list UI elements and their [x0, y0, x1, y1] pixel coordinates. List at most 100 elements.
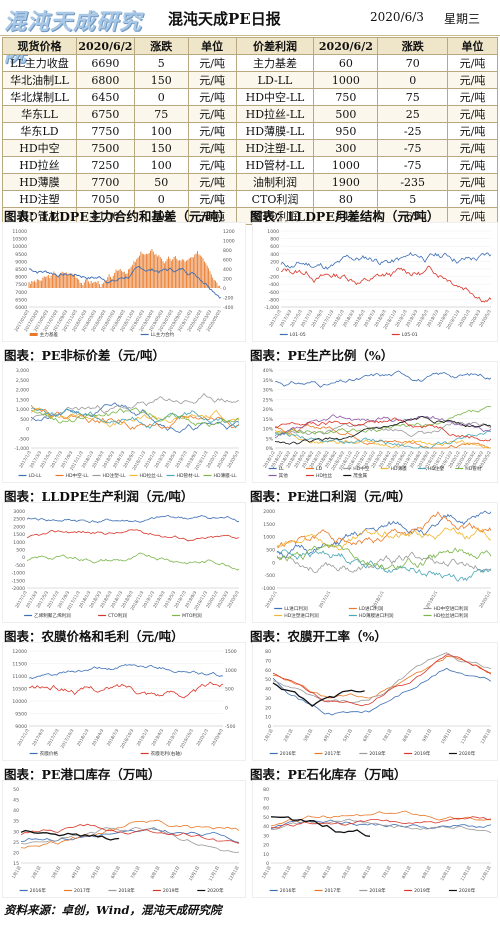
table-cell: 1000 — [313, 156, 379, 174]
x-tick-label: 2018/4/3 — [91, 728, 105, 747]
table-cell: 80 — [313, 190, 379, 208]
y-tick-label: 10 — [265, 715, 271, 721]
table-cell: HD中空-LL — [235, 88, 315, 106]
chart-title-import-profit: 图表：PE进口利润（元/吨） — [250, 489, 411, 504]
table-cell: HD拉丝 — [2, 156, 77, 174]
table-cell: 0 — [377, 71, 449, 89]
series-line — [272, 655, 492, 699]
legend-label: HD注塑进口利润 — [284, 612, 319, 619]
chart-title-nonstandard-spread: 图表：PE非标价差（元/吨） — [4, 348, 165, 363]
chart-lldpe-basis: 11000 10500 10000 9500 9000 8500 8000 7500 7000 6… — [2, 222, 246, 342]
x-tick-label: 10月1日 — [439, 865, 452, 882]
y2-tick-label: 1000 — [223, 239, 235, 245]
y-tick-label: -500 — [15, 563, 26, 569]
table-cell: MTO利润 — [235, 207, 315, 225]
table-cell: 元/吨 — [187, 190, 237, 208]
series-line — [270, 810, 492, 827]
table-cell: HD中空 — [2, 139, 77, 157]
x-tick-label: 11月1日 — [459, 865, 472, 882]
legend-label: 其他 — [279, 472, 289, 479]
x-tick-label: 4月1日 — [321, 865, 333, 880]
report-header: 混沌天成研究院 混沌天成PE日报 2020/6/3 星期三 — [0, 0, 500, 67]
y-tick-label: 800 — [270, 237, 279, 243]
y-tick-label: 1,000 — [16, 407, 29, 413]
y-tick-label: 1000 — [13, 540, 25, 546]
table-cell: HD薄膜-LL — [235, 122, 315, 140]
y-tick-label: 0 — [276, 267, 279, 273]
x-tick-label: 2019/4/3 — [150, 728, 164, 747]
y-tick-label: 3000 — [13, 509, 25, 515]
table-cell: 华北油制LL — [2, 71, 77, 89]
series-line — [276, 511, 492, 549]
column-header: 单位 — [187, 37, 237, 55]
y2-tick-label: 500 — [225, 687, 234, 693]
x-tick-label: 7月1日 — [381, 865, 393, 880]
legend-label: LD-LL — [29, 473, 42, 479]
x-tick-label: 4月1日 — [70, 865, 82, 880]
legend-label: LD进口利润 — [359, 605, 384, 612]
y-tick-label: 40 — [263, 824, 269, 830]
table-cell: 元/吨 — [187, 88, 237, 106]
table-cell: 750 — [313, 88, 379, 106]
chart-petrochem-inventory: 80 70 60 50 40 30 20 10 0 1月1日 2月1日 3月1日 4月1日 5月1日 6月1… — [252, 780, 498, 898]
y-tick-label: 2000 — [263, 509, 275, 515]
y-tick-label: 45 — [13, 798, 19, 804]
chart-title-production-ratio: 图表：PE生产比例（%） — [250, 348, 394, 363]
y-tick-label: -200 — [269, 275, 280, 281]
x-tick-label: 4月1日 — [322, 728, 334, 743]
table-row: 华东LL 6750 75 元/吨 HD拉丝-LL 500 25 元/吨 — [2, 105, 498, 123]
table-cell: 元/吨 — [447, 173, 498, 191]
table-cell: 25 — [377, 105, 449, 123]
x-tick-label: 2018/1/1 — [371, 590, 385, 609]
table-cell: 75 — [133, 105, 189, 123]
legend-label: HD拉丝-LL — [140, 472, 163, 479]
table-cell: 主力基差 — [235, 54, 315, 72]
report-title: 混沌天成PE日报 — [168, 10, 281, 28]
x-tick-label: 2017/10/3 — [60, 728, 75, 749]
x-tick-label: 6月1日 — [110, 865, 122, 880]
y-tick-label: 12000 — [12, 649, 27, 655]
legend-label: 主力基差 — [40, 331, 59, 338]
y-tick-label: 80 — [265, 649, 271, 655]
x-tick-label: 6月1日 — [361, 865, 373, 880]
y2-tick-label: -500 — [225, 724, 236, 730]
table-cell: 70 — [377, 54, 449, 72]
x-tick-label: 2019/1/1 — [425, 590, 439, 609]
x-tick-label: 2017/1/1 — [318, 590, 332, 609]
x-tick-label: 1月1日 — [263, 728, 275, 743]
y-tick-label: 25% — [263, 397, 274, 403]
y-tick-label: 10500 — [12, 687, 27, 693]
series-line — [30, 407, 240, 428]
y-tick-label: 10000 — [12, 244, 27, 250]
x-tick-label: 1月1日 — [261, 865, 273, 880]
legend-label: 2016年 — [30, 887, 47, 894]
table-cell: 6750 — [75, 105, 135, 123]
table-cell: HD薄膜 — [2, 173, 77, 191]
y-tick-label: 6000 — [15, 305, 27, 311]
series-line — [272, 682, 365, 707]
legend-label: HD中空进口利润 — [434, 605, 469, 612]
table-row: HD管材 8100 100 元/吨 MTO利润 845 65 元/吨 — [2, 207, 498, 225]
table-cell: 5 — [377, 190, 449, 208]
company-logo: 混沌天成研究院 — [4, 9, 143, 67]
price-table: 现货价格 2020/6/2 涨跌 单位 价差利润 2020/6/2 涨跌 单位 … — [2, 37, 498, 225]
x-tick-label: 11月1日 — [208, 865, 221, 882]
y-tick-label: 50 — [265, 677, 271, 683]
table-cell: 0 — [133, 190, 189, 208]
table-cell: 元/吨 — [187, 105, 237, 123]
series-line — [274, 421, 492, 438]
table-cell: 50 — [133, 173, 189, 191]
y-tick-label: -600 — [269, 290, 280, 296]
table-cell: HD注塑 — [2, 190, 77, 208]
y-tick-label: 1000 — [267, 229, 279, 235]
column-header: 涨跌 — [377, 37, 449, 55]
y-tick-label: 30% — [263, 388, 274, 394]
y-tick-label: 0 — [22, 555, 25, 561]
chart-production-profit: 3000 2500 2000 1500 1000 500 0 -500 -1000 -1500 -2… — [2, 502, 246, 623]
y-tick-label: 15% — [263, 417, 274, 423]
y-tick-label: 0 — [272, 560, 275, 566]
table-cell: -25 — [377, 122, 449, 140]
x-tick-label: 8月1日 — [401, 865, 413, 880]
table-cell: 6690 — [75, 54, 135, 72]
